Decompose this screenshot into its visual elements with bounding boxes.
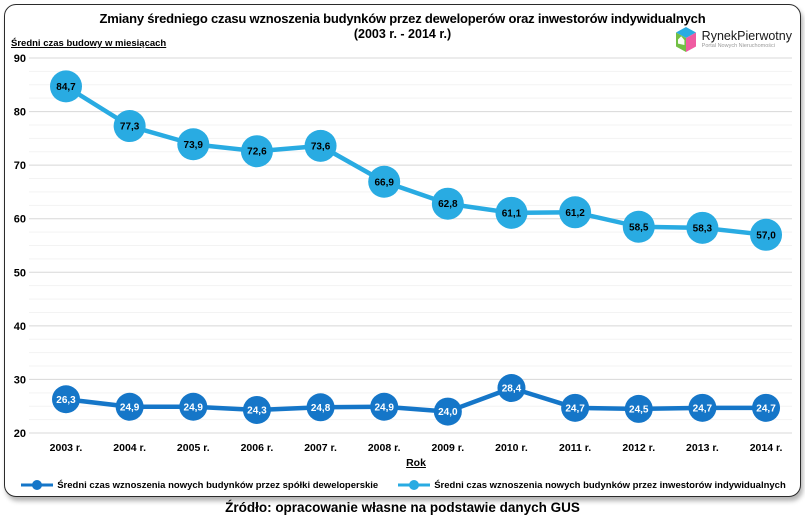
data-point-label: 26,3 [56,395,76,406]
data-point-label: 61,2 [565,208,585,219]
legend-item-0: Średni czas wznoszenia nowych budynków p… [19,479,378,491]
data-point-label: 73,6 [311,141,331,152]
data-point-marker [177,128,210,161]
x-tick-label: 2013 r. [686,442,719,454]
y-tick-label: 40 [14,321,26,333]
data-point-label: 73,9 [184,140,204,151]
rynek-pierwotny-logo: RynekPierwotny Portal Nowych Nieruchomoś… [674,26,792,53]
source-note: Źródło: opracowanie własne na podstawie … [225,500,580,515]
legend-label: Średni czas wznoszenia nowych budynków p… [57,479,379,491]
y-tick-label: 90 [14,53,26,65]
y-tick-label: 60 [14,214,26,226]
x-tick-label: 2007 r. [304,442,337,454]
data-point-marker [52,385,80,414]
data-point-marker [113,110,146,143]
y-tick-label: 80 [14,107,26,119]
x-tick-label: 2010 r. [495,442,528,454]
data-point-marker [433,397,462,426]
data-point-label: 58,5 [629,222,649,233]
x-tick-label: 2004 r. [113,442,146,454]
logo-name: RynekPierwotny [701,28,792,43]
data-point-label: 84,7 [56,82,76,93]
legend-label: Średni czas wznoszenia nowych budynków p… [434,479,786,491]
data-point-marker [368,165,401,198]
data-point-marker [624,394,653,423]
y-axis-title: Średni czas budowy w miesiącach [11,38,167,49]
data-point-marker [370,392,399,421]
data-point-marker [686,211,719,244]
cube-face-right [685,32,696,52]
x-tick-label: 2005 r. [177,442,210,454]
legend: Średni czas wznoszenia nowych budynków p… [5,479,800,491]
data-point-marker [179,392,208,421]
data-point-label: 24,8 [311,403,331,414]
data-point-label: 24,7 [565,403,585,414]
data-point-marker [752,393,781,422]
data-point-marker [115,392,144,421]
data-point-marker [431,187,464,220]
legend-marker-icon [398,480,431,490]
y-tick-label: 50 [14,267,26,279]
data-point-marker [750,218,783,251]
data-point-label: 24,7 [693,403,713,414]
logo-house-shape [677,36,685,45]
logo-text: RynekPierwotny Portal Nowych Nieruchomoś… [701,28,792,50]
data-point-marker [304,129,337,162]
data-point-label: 61,1 [502,208,522,219]
line-chart-plot: 20 30 40 50 60 70 80 90 2003 r. 2004 r. 2005 r. 200… [14,53,792,454]
logo-tagline: Portal Nowych Nieruchomości [701,43,776,49]
series-line-1 [63,84,769,238]
x-tick-label: 2012 r. [622,442,655,454]
y-tick-label: 70 [14,160,26,172]
data-point-label: 24,3 [247,405,267,416]
x-tick-label: 2003 r. [50,442,83,454]
x-tick-label: 2006 r. [241,442,274,454]
data-point-label: 62,8 [438,199,458,210]
data-point-marker [242,395,271,424]
x-axis-title: Rok [406,457,426,469]
data-point-marker [240,135,273,168]
x-tick-label: 2014 r. [750,442,783,454]
data-point-label: 24,5 [629,404,649,415]
legend-item-1: Średni czas wznoszenia nowych budynków p… [396,479,786,491]
data-point-marker [495,196,528,229]
data-point-label: 24,9 [374,402,394,413]
data-point-label: 58,3 [693,223,713,234]
x-tick-label: 2008 r. [368,442,401,454]
data-point-label: 66,9 [374,177,394,188]
data-point-marker [306,393,335,422]
x-tick-label: 2011 r. [559,442,591,454]
legend-marker-icon [21,480,54,490]
data-point-label: 24,0 [438,407,458,418]
chart-title: Zmiany średniego czasu wznoszenia budynk… [99,11,706,26]
data-point-marker [622,210,655,243]
data-point-marker [559,196,592,229]
chart-subtitle: (2003 r. - 2014 r.) [353,27,452,41]
y-tick-label: 30 [14,374,26,386]
data-point-marker [497,374,526,402]
data-point-marker [561,393,590,422]
x-tick-label: 2009 r. [431,442,464,454]
data-point-marker [50,70,82,103]
data-point-label: 24,9 [184,402,204,413]
series-line-0 [63,385,769,414]
data-point-label: 24,9 [120,402,140,413]
logo-cube-icon [675,27,696,52]
data-point-label: 77,3 [120,122,140,133]
data-point-label: 28,4 [502,384,522,395]
data-point-label: 24,7 [756,403,776,414]
data-point-label: 57,0 [756,230,776,241]
data-point-label: 72,6 [247,147,267,158]
y-tick-label: 20 [14,428,26,440]
data-point-marker [688,393,717,422]
chart-card: Zmiany średniego czasu wznoszenia budynk… [4,4,801,497]
